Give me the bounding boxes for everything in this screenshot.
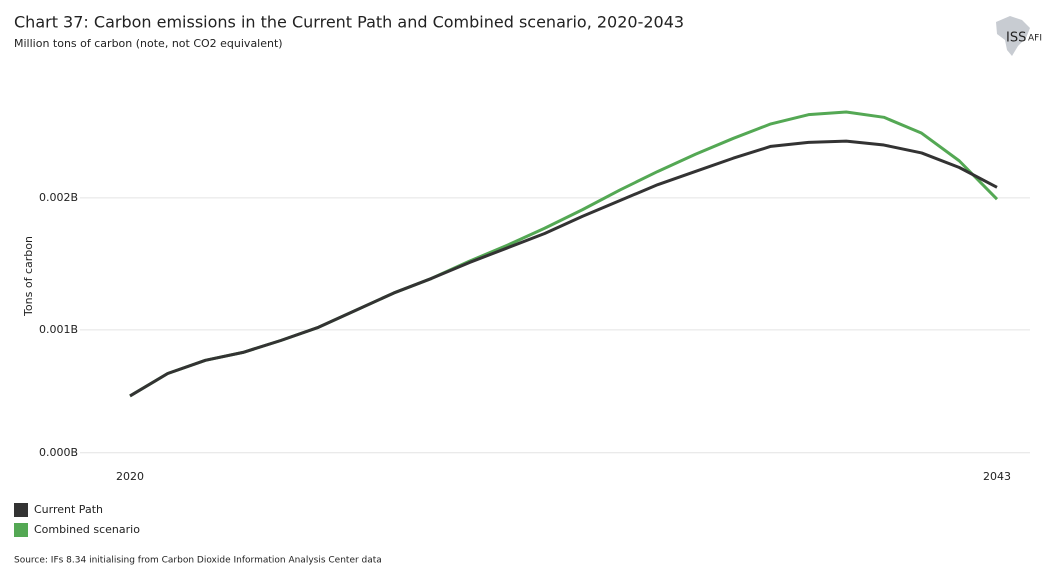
- y-tick-label: 0.001B: [39, 323, 78, 336]
- source: Source: IFs 8.34 initialising from Carbo…: [14, 556, 382, 566]
- x-tick-label: 2043: [983, 470, 1011, 483]
- y-tick-label: 0.002B: [39, 191, 78, 204]
- legend-swatch: [14, 503, 28, 517]
- logo-sub: AFI: [1028, 34, 1042, 44]
- logo-map: [996, 16, 1030, 56]
- x-tick-label: 2020: [116, 470, 144, 483]
- legend-label: Current Path: [34, 503, 103, 516]
- logo-main: ISS: [1006, 31, 1026, 46]
- legend-swatch: [14, 523, 28, 537]
- line: [129, 110, 999, 398]
- y-tick-label: 0.000B: [39, 446, 78, 459]
- chart-subtitle: Million tons of carbon (note, not CO2 eq…: [14, 37, 283, 50]
- line: [129, 139, 998, 398]
- chart-title: Chart 37: Carbon emissions in the Curren…: [14, 13, 684, 32]
- y-axis-label: Tons of carbon: [22, 236, 35, 317]
- legend-label: Combined scenario: [34, 523, 140, 536]
